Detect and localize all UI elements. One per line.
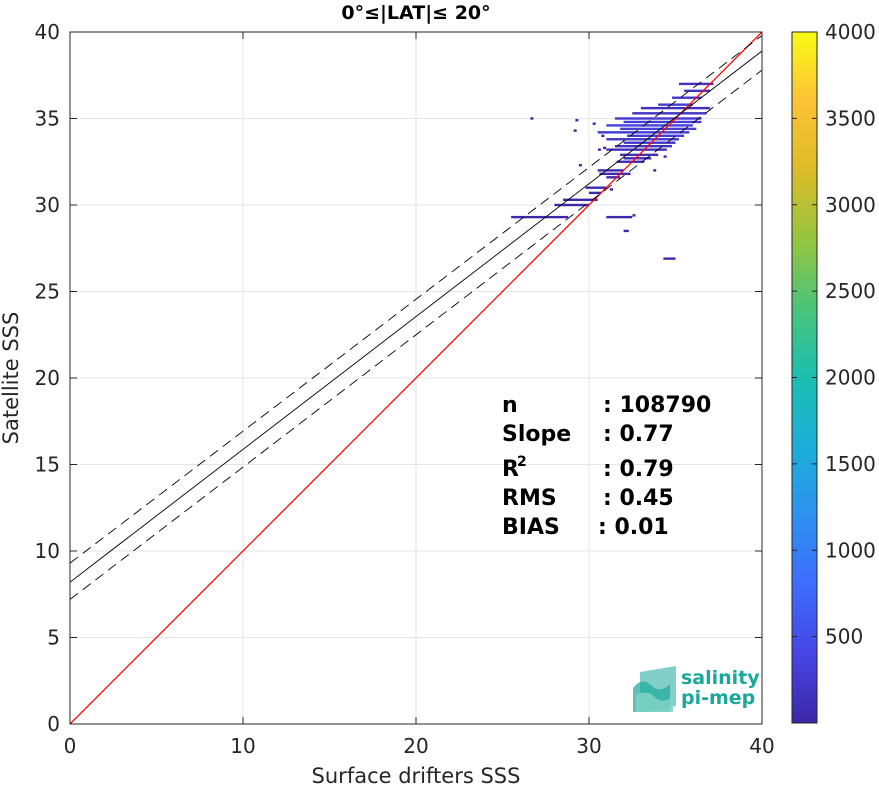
colorbar-tick-label: 1000 [825,538,876,562]
x-tick-label: 0 [64,734,77,758]
chart-title: 0°≤|LAT|≤ 20° [341,2,490,24]
colorbar-tick-label: 4000 [825,20,876,44]
density-segment [614,144,673,148]
density-point [530,117,534,120]
density-point [573,129,577,132]
density-segment [585,186,607,189]
density-segment [589,191,602,195]
logo-text-salinity: salinity [681,667,760,689]
line-fit-upper [70,35,762,564]
colorbar-tick-label: 2000 [825,366,876,390]
density-point [597,148,601,151]
density-segment [623,141,676,144]
density-segment [640,106,711,110]
y-axis-label: Satellite SSS [0,312,23,445]
density-point [609,188,613,191]
density-segment [620,127,697,131]
density-segment [606,148,667,151]
density-point [575,119,579,122]
stat-label: n [502,393,518,418]
wave-logo-icon [633,666,676,712]
density-segment [616,160,645,163]
density-segment [597,169,624,172]
stat-value: : 0.79 [603,457,674,482]
density-segment [599,172,631,176]
density-segment [663,257,676,260]
y-tick-label: 15 [35,453,60,477]
density-points [511,82,714,260]
stat-value: : 108790 [603,393,711,418]
stat-label: Slope [502,422,571,447]
density-point [653,169,657,172]
density-segment [606,176,621,179]
colorbar-ticks: 500 1000 1500 2000 2500 3000 3500 4000 [792,20,876,649]
density-point [592,122,596,125]
density-segment [678,82,714,86]
x-tick-label: 40 [749,734,774,758]
density-segment [623,229,629,233]
density-segment [606,215,633,219]
y-tick-label: 30 [35,193,60,217]
stat-label: RMS [502,486,557,511]
stat-value: : 0.77 [603,422,674,447]
density-segment [511,215,569,219]
density-segment [672,96,702,99]
density-point [632,214,636,217]
density-point [578,164,582,167]
stat-label-superscript: 2 [517,454,527,470]
line-1:1 [70,32,762,724]
salinity-pimep-logo: salinity pi-mep [633,666,760,712]
y-axis-ticks: 0 5 10 15 20 25 30 35 40 [35,20,762,736]
y-tick-label: 0 [47,712,60,736]
stat-value: : 0.45 [603,486,674,511]
density-segment [623,157,652,160]
x-axis-ticks: 0 10 20 30 40 [64,32,775,758]
line-fit [70,50,762,583]
colorbar-tick-label: 3000 [825,193,876,217]
density-segment [658,103,693,106]
density-segment [684,89,711,93]
y-tick-label: 25 [35,280,60,304]
density-segment [554,203,589,207]
density-segment [563,198,598,202]
colorbar-tick-label: 500 [825,625,863,649]
stat-label: BIAS [502,515,560,540]
density-segment [623,120,702,124]
y-tick-label: 20 [35,366,60,390]
x-tick-label: 30 [576,734,601,758]
stat-label: R [502,457,519,482]
density-point [663,155,667,158]
x-tick-label: 10 [230,734,255,758]
stats-box: n : 108790 Slope : 0.77 R2 : 0.79 RMS : 0.45 BIA… [502,393,711,540]
colorbar-tick-label: 3500 [825,106,876,130]
line-fit-lower [70,69,762,600]
y-tick-label: 10 [35,539,60,563]
density-segment [606,124,693,127]
y-tick-label: 35 [35,107,60,131]
density-segment [627,134,685,137]
density-point [601,134,605,137]
x-tick-label: 20 [403,734,428,758]
density-segment [632,112,707,115]
regression-lines [70,32,762,724]
y-tick-label: 5 [47,626,60,650]
stat-value: : 0.01 [598,515,669,540]
y-tick-label: 40 [35,20,60,44]
x-axis-label: Surface drifters SSS [312,764,521,786]
density-segment [614,117,702,120]
density-segment [606,138,679,141]
logo-text-pimep: pi-mep [681,687,755,709]
density-point [603,146,607,150]
density-segment [597,131,690,134]
colorbar-tick-label: 2500 [825,279,876,303]
colorbar-tick-label: 1500 [825,452,876,476]
